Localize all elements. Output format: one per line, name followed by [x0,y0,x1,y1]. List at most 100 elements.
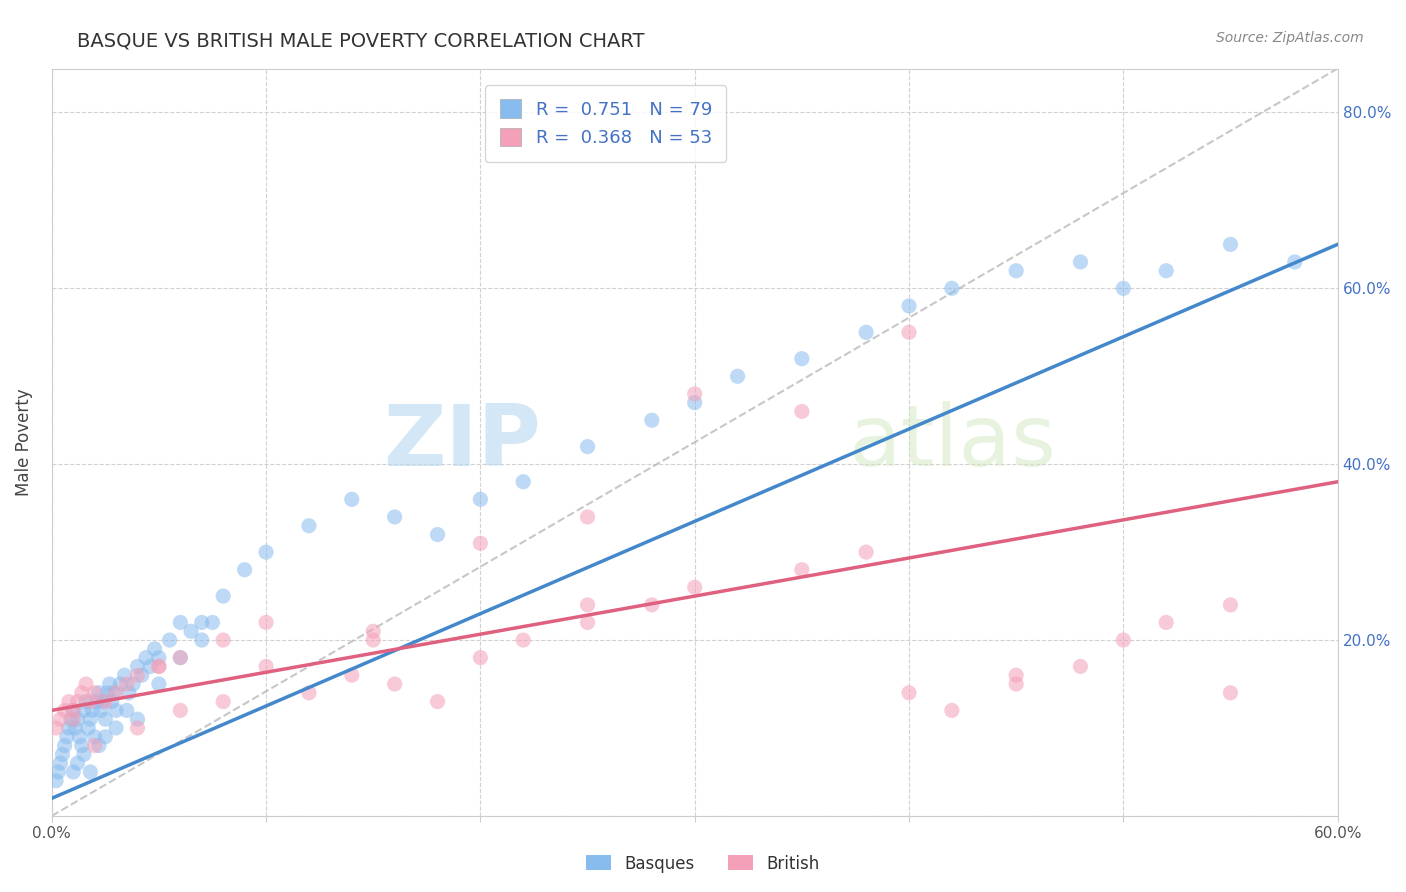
Point [139,659,162,673]
Point [66,695,89,709]
Point [96,686,118,700]
Point [122,677,145,691]
Point [66,756,89,771]
Point [91,695,114,709]
Point [576,510,599,524]
Point [340,668,363,682]
Point [131,668,153,682]
Point [148,659,170,673]
Point [115,703,138,717]
Point [62,712,84,726]
Point [470,650,492,665]
Point [683,395,706,409]
Point [233,563,256,577]
Point [191,615,214,630]
Point [1219,598,1241,612]
Point [169,615,191,630]
Point [148,650,170,665]
Point [110,677,132,691]
Point [298,686,321,700]
Point [426,527,449,541]
Point [118,686,141,700]
Point [77,721,100,735]
Point [470,536,492,550]
Point [69,730,91,744]
Point [79,764,101,779]
Point [127,721,149,735]
Point [60,712,83,726]
Point [1069,659,1091,673]
Point [49,756,72,771]
Point [70,686,93,700]
Point [83,730,105,744]
Point [212,589,235,603]
Point [75,695,97,709]
Point [127,668,149,682]
Point [576,440,599,454]
Point [75,677,97,691]
Point [62,703,84,717]
Point [1112,633,1135,648]
Point [1219,686,1241,700]
Point [105,703,128,717]
Point [87,739,110,753]
Point [94,695,117,709]
Point [254,659,277,673]
Point [470,492,492,507]
Point [1005,677,1028,691]
Point [941,703,963,717]
Point [83,739,105,753]
Point [169,703,191,717]
Point [1112,281,1135,295]
Point [83,686,105,700]
Point [426,695,449,709]
Point [727,369,749,384]
Point [1284,255,1306,269]
Point [361,633,384,648]
Point [790,351,813,366]
Point [683,580,706,594]
Point [58,721,80,735]
Point [55,730,77,744]
Text: ZIP: ZIP [382,401,540,483]
Point [361,624,384,639]
Point [254,545,277,559]
Point [73,747,96,762]
Point [148,659,170,673]
Point [641,598,664,612]
Legend: Basques, British: Basques, British [579,848,827,880]
Point [45,773,67,788]
Point [82,703,104,717]
Point [105,721,128,735]
Point [94,730,117,744]
Point [49,712,72,726]
Point [169,650,191,665]
Point [65,721,87,735]
Point [66,712,89,726]
Point [53,739,76,753]
Point [79,695,101,709]
Point [70,739,93,753]
Point [135,650,157,665]
Point [58,695,80,709]
Point [576,598,599,612]
Point [790,404,813,418]
Point [576,615,599,630]
Point [1069,255,1091,269]
Point [45,721,67,735]
Point [212,633,235,648]
Point [683,387,706,401]
Text: BASQUE VS BRITISH MALE POVERTY CORRELATION CHART: BASQUE VS BRITISH MALE POVERTY CORRELATI… [77,31,645,50]
Point [898,299,921,313]
Point [1219,237,1241,252]
Point [512,475,534,489]
Point [53,703,76,717]
Text: Source: ZipAtlas.com: Source: ZipAtlas.com [1216,31,1364,45]
Point [114,668,136,682]
Point [1154,615,1177,630]
Point [62,703,84,717]
Point [87,686,110,700]
Point [1154,264,1177,278]
Point [340,492,363,507]
Point [90,703,112,717]
